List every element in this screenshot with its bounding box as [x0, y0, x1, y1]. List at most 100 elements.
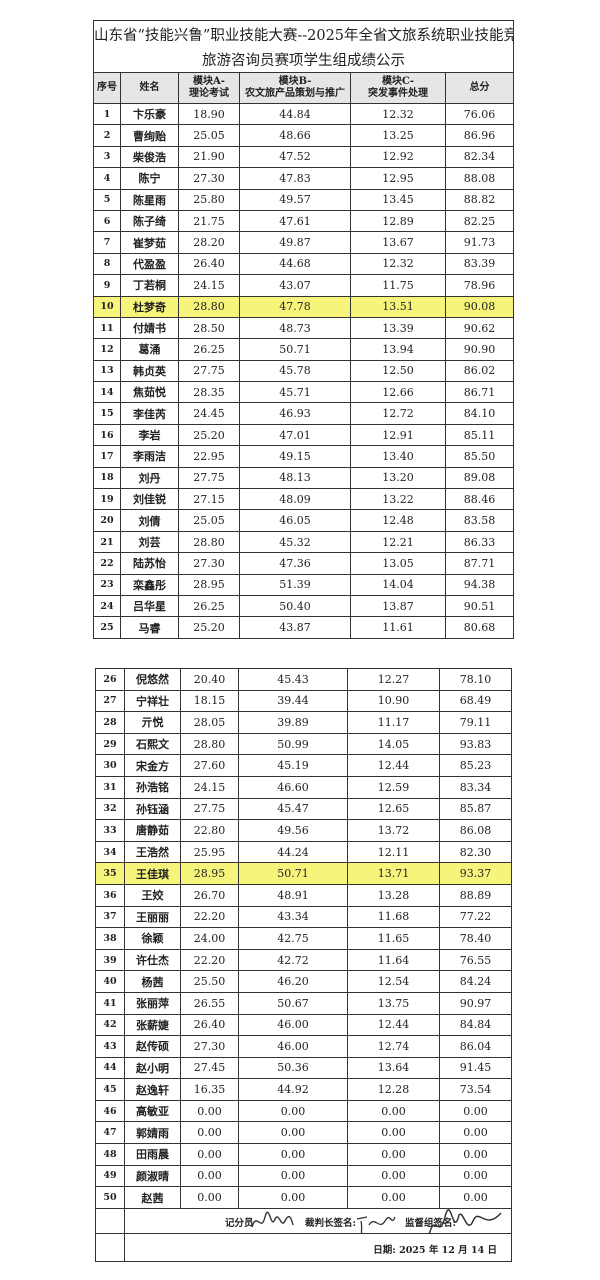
header-name: 姓名 — [120, 72, 179, 104]
table-row: 25 马睿 25.20 43.87 11.61 80.68 — [93, 616, 515, 639]
cell-module-a: 22.95 — [178, 445, 240, 468]
cell-module-b: 43.34 — [238, 905, 348, 929]
cell-module-a: 24.15 — [178, 274, 240, 297]
cell-total: 68.49 — [439, 689, 512, 713]
cell-module-b: 49.56 — [238, 819, 348, 842]
cell-module-a: 24.45 — [178, 402, 240, 425]
table-row: 5 陈星雨 25.80 49.57 13.45 88.82 — [93, 188, 515, 211]
cell-module-c: 14.05 — [347, 732, 440, 756]
cell-name: 韩贞英 — [120, 359, 179, 383]
cell-module-c: 10.90 — [347, 689, 440, 713]
cell-seq: 15 — [93, 402, 121, 425]
cell-module-a: 26.55 — [180, 991, 239, 1015]
cell-module-c: 13.71 — [347, 862, 440, 885]
cell-name: 孙钰涵 — [124, 797, 181, 821]
cell-seq: 38 — [95, 927, 125, 950]
cell-module-a: 26.25 — [178, 594, 240, 618]
cell-name: 陈子绮 — [120, 209, 179, 233]
cell-module-b: 45.78 — [239, 359, 351, 383]
table-row: 33 唐静茹 22.80 49.56 13.72 86.08 — [95, 819, 512, 842]
cell-total: 82.30 — [439, 840, 512, 864]
cell-total: 84.10 — [444, 402, 515, 425]
table-row: 21 刘芸 28.80 45.32 12.21 86.33 — [93, 530, 515, 554]
cell-total: 90.90 — [444, 338, 515, 361]
cell-total: 79.11 — [439, 711, 512, 734]
cell-module-b: 48.13 — [239, 466, 351, 490]
header-seq: 序号 — [93, 72, 121, 104]
cell-total: 86.08 — [439, 819, 512, 842]
scorer-signature — [251, 1211, 294, 1228]
supervisor-signature — [428, 1209, 502, 1233]
cell-module-a: 27.30 — [180, 1035, 239, 1058]
cell-seq: 46 — [95, 1099, 125, 1123]
cell-module-c: 13.25 — [350, 124, 446, 147]
cell-name: 宋金方 — [124, 754, 181, 777]
cell-module-b: 42.75 — [238, 927, 348, 950]
table-row: 31 孙浩铭 24.15 46.60 12.59 83.34 — [95, 775, 512, 799]
table-row: 47 郭婧雨 0.00 0.00 0.00 0.00 — [95, 1121, 512, 1145]
cell-total: 0.00 — [439, 1099, 512, 1123]
cell-seq: 6 — [93, 209, 121, 233]
cell-module-b: 46.93 — [239, 402, 351, 425]
cell-module-b: 50.40 — [239, 594, 351, 618]
table-row: 34 王浩然 25.95 44.24 12.11 82.30 — [95, 840, 512, 864]
cell-module-c: 12.54 — [347, 970, 440, 993]
cell-name: 马睿 — [120, 616, 179, 639]
cell-total: 0.00 — [439, 1121, 512, 1145]
table-row: 2 曹绚贻 25.05 48.66 13.25 86.96 — [93, 124, 515, 147]
cell-module-b: 50.71 — [239, 338, 351, 361]
table-row: 24 吕华星 26.25 50.40 13.87 90.51 — [93, 594, 515, 618]
cell-module-b: 48.91 — [238, 883, 348, 907]
cell-module-c: 12.65 — [347, 797, 440, 821]
cell-module-b: 45.43 — [238, 668, 348, 691]
cell-module-b: 0.00 — [238, 1121, 348, 1145]
table-header: 序号 姓名 模块A- 理论考试 模块B- 农文旅产品策划与推广 模块C- 突发事件处理… — [93, 72, 515, 104]
cell-module-c: 13.72 — [347, 819, 440, 842]
cell-total: 93.83 — [439, 732, 512, 756]
cell-module-a: 26.70 — [180, 883, 239, 907]
table-row: 23 栾鑫彤 28.95 51.39 14.04 94.38 — [93, 573, 515, 596]
date-row: 日期: 2025 年 12 月 14 日 — [95, 1232, 512, 1262]
cell-name: 赵传硕 — [124, 1035, 181, 1058]
cell-seq: 48 — [95, 1143, 125, 1166]
cell-module-b: 50.99 — [238, 732, 348, 756]
cell-module-b: 47.52 — [239, 145, 351, 169]
cell-total: 88.08 — [444, 167, 515, 190]
cell-module-c: 12.44 — [347, 754, 440, 777]
cell-total: 85.11 — [444, 423, 515, 447]
cell-module-c: 13.05 — [350, 552, 446, 575]
cell-seq: 20 — [93, 509, 121, 532]
cell-module-a: 0.00 — [180, 1099, 239, 1123]
cell-name: 丁若桐 — [120, 274, 179, 297]
cell-total: 91.45 — [439, 1056, 512, 1080]
cell-seq: 29 — [95, 732, 125, 756]
cell-name: 倪悠然 — [124, 668, 181, 691]
table-row: 19 刘佳锐 27.15 48.09 13.22 88.46 — [93, 488, 515, 511]
cell-total: 84.24 — [439, 970, 512, 993]
cell-module-b: 0.00 — [238, 1186, 348, 1209]
cell-seq: 43 — [95, 1035, 125, 1058]
cell-name: 李雨洁 — [120, 445, 179, 468]
cell-name: 赵逸轩 — [124, 1078, 181, 1101]
cell-module-c: 14.04 — [350, 573, 446, 596]
cell-module-b: 48.66 — [239, 124, 351, 147]
cell-seq: 22 — [93, 552, 121, 575]
table-row: 8 代盈盈 26.40 44.68 12.32 83.39 — [93, 252, 515, 276]
cell-total: 78.10 — [439, 668, 512, 691]
table-row: 50 赵茜 0.00 0.00 0.00 0.00 — [95, 1186, 512, 1209]
cell-total: 0.00 — [439, 1143, 512, 1166]
cell-total: 82.34 — [444, 145, 515, 169]
cell-seq: 7 — [93, 231, 121, 254]
cell-module-a: 27.45 — [180, 1056, 239, 1080]
cell-name: 刘丹 — [120, 466, 179, 490]
table-row: 16 李岩 25.20 47.01 12.91 85.11 — [93, 423, 515, 447]
cell-name: 高敏亚 — [124, 1099, 181, 1123]
cell-module-a: 0.00 — [180, 1186, 239, 1209]
supervisor-label: 监督组签名: — [405, 1217, 457, 1229]
cell-seq: 41 — [95, 991, 125, 1015]
cell-module-a: 21.90 — [178, 145, 240, 169]
cell-module-b: 44.92 — [238, 1078, 348, 1101]
cell-module-c: 12.59 — [347, 775, 440, 799]
cell-total: 77.22 — [439, 905, 512, 929]
cell-name: 陆苏怡 — [120, 552, 179, 575]
